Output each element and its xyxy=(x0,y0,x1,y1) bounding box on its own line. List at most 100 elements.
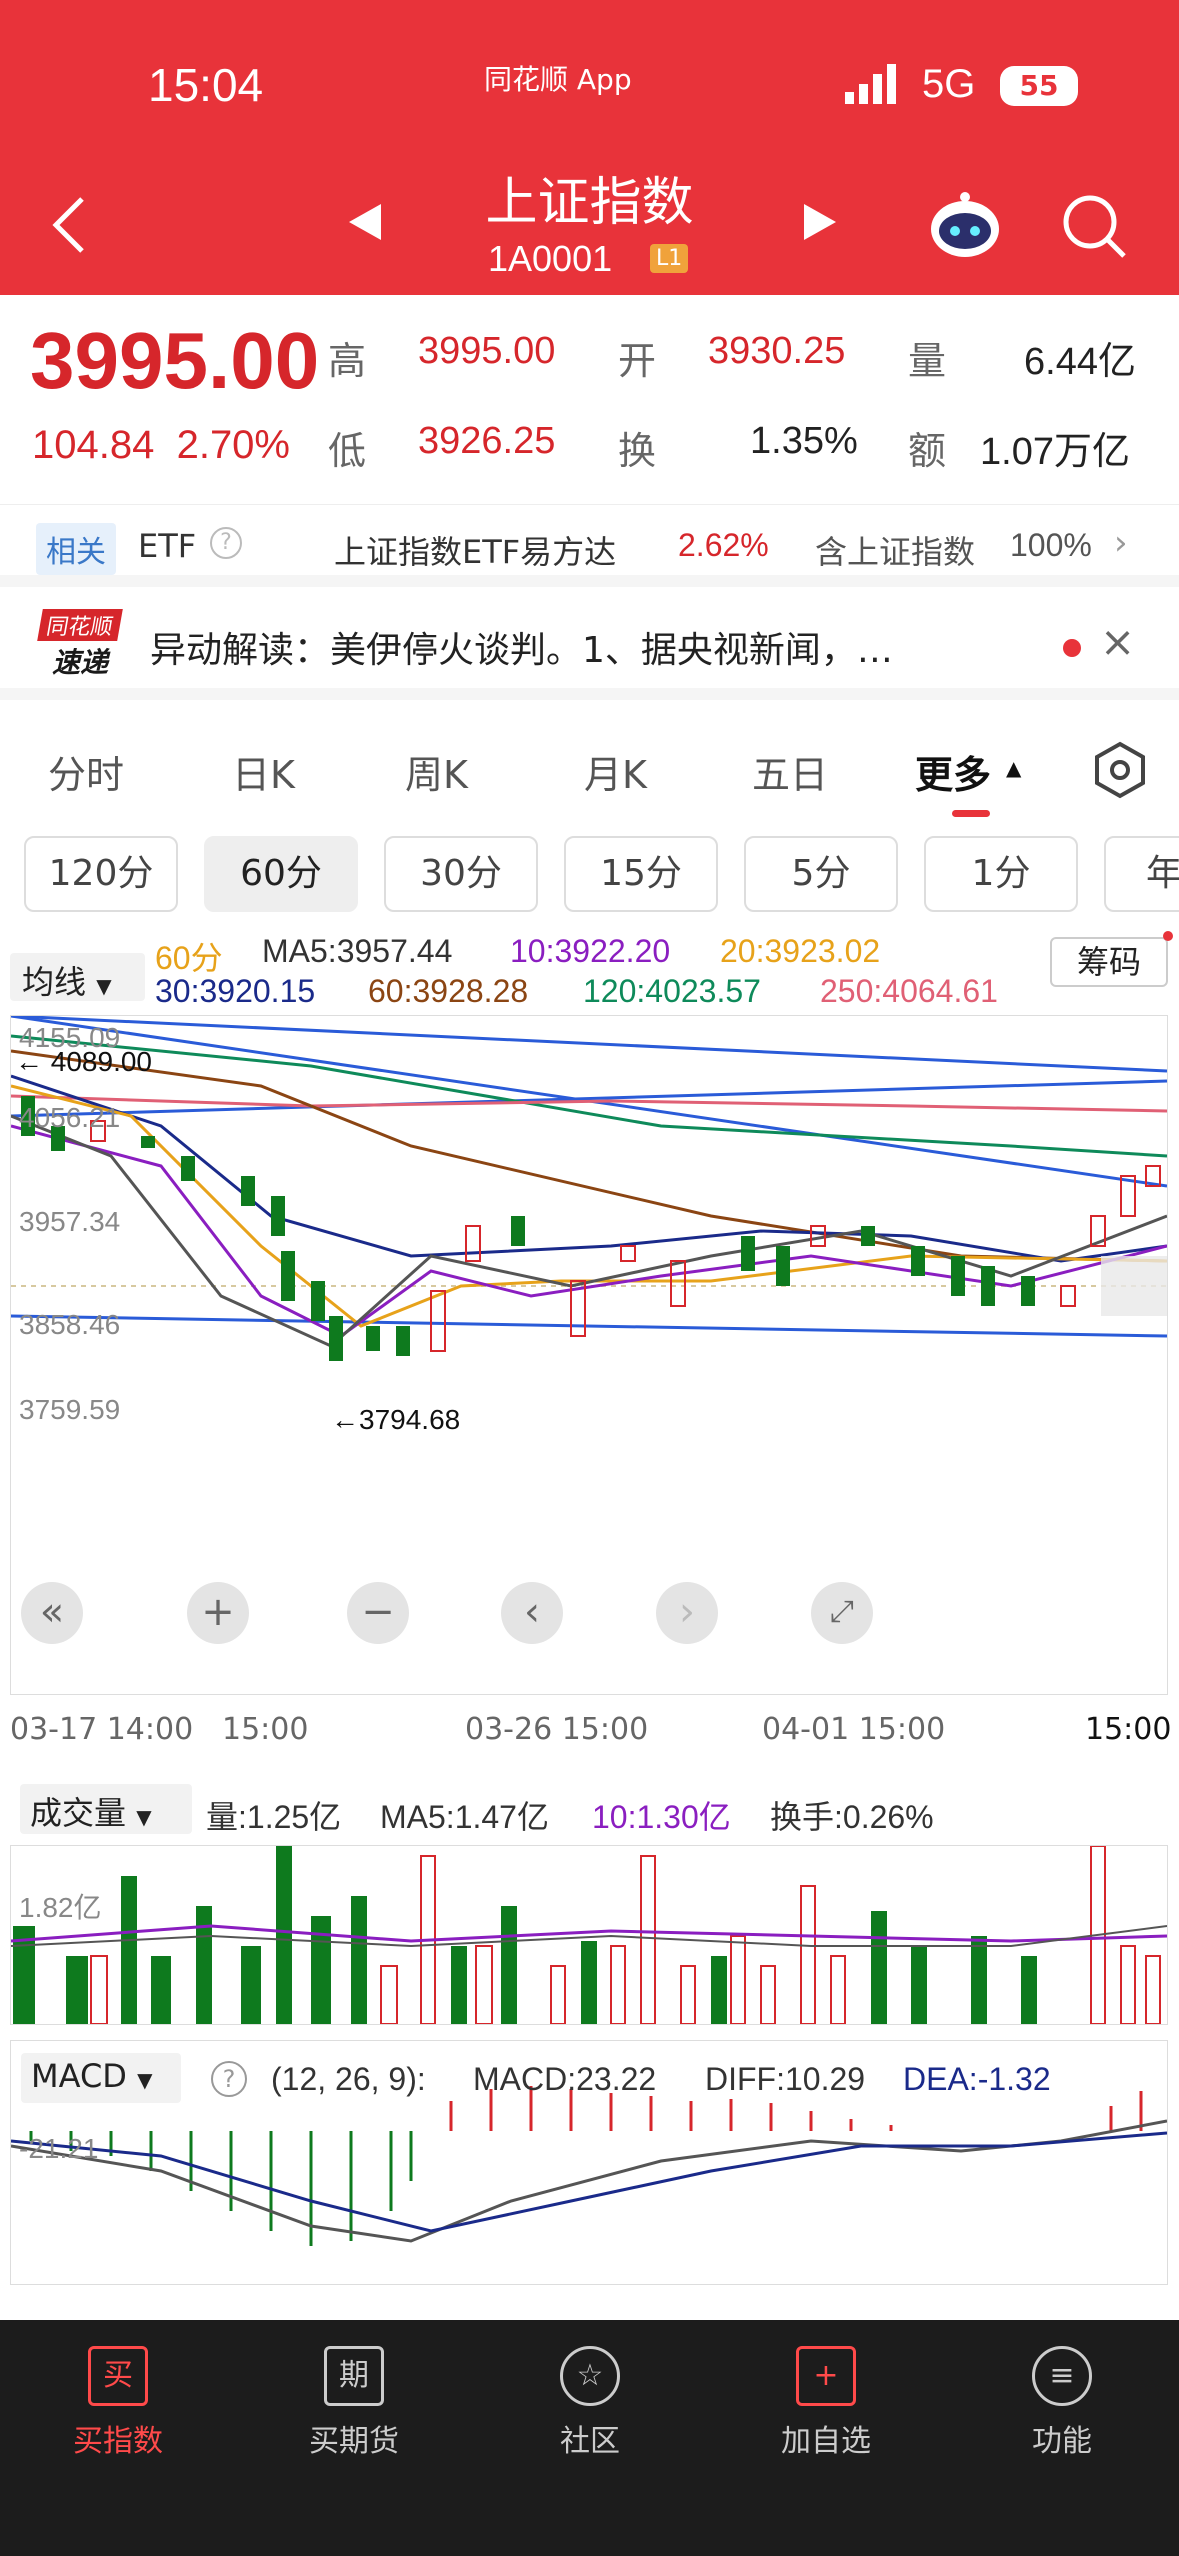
tab-intraday[interactable]: 分时 xyxy=(48,753,125,797)
tab-weekly-k[interactable]: 周K xyxy=(405,753,468,797)
volume-current: 量:1.25亿 xyxy=(206,1799,342,1835)
period-5m[interactable]: 5分 xyxy=(744,836,898,912)
news-text: 异动解读：美伊停火谈判。1、据央视新闻，… xyxy=(150,630,893,671)
macd-selector[interactable]: MACD ▼ xyxy=(21,2053,181,2103)
status-app-label: 同花顺 App xyxy=(484,63,632,96)
macd-chart[interactable]: MACD ▼ ? (12, 26, 9): MACD:23.22 DIFF:10… xyxy=(10,2040,1168,2285)
high-value: 3995.00 xyxy=(418,330,556,372)
low-value: 3926.25 xyxy=(418,420,556,462)
low-marker: ←3794.68 xyxy=(331,1404,461,1435)
chips-button[interactable]: 筹码 xyxy=(1050,937,1168,987)
ma20-value: 20:3923.02 xyxy=(720,933,881,969)
nav-functions[interactable]: ≡ 功能 xyxy=(944,2320,1179,2460)
page-title: 上证指数 xyxy=(485,173,694,233)
chevron-right-icon: › xyxy=(1114,523,1128,563)
high-marker: ← 4089.00 xyxy=(15,1046,152,1077)
ma-selector[interactable]: 均线 ▼ xyxy=(10,953,145,1001)
robot-assistant-icon[interactable] xyxy=(925,185,1005,265)
search-icon[interactable] xyxy=(1060,192,1130,262)
volume-selector[interactable]: 成交量 ▼ xyxy=(20,1784,192,1834)
period-60m[interactable]: 60分 xyxy=(204,836,358,912)
last-price: 3995.00 xyxy=(30,316,320,405)
low-label: 低 xyxy=(328,429,367,473)
active-tab-indicator xyxy=(952,810,990,817)
nav-add-watchlist-label: 加自选 xyxy=(781,2424,871,2459)
macd-value: MACD:23.22 xyxy=(473,2061,657,2097)
candles xyxy=(21,1096,1161,1361)
signal-icon xyxy=(845,64,896,104)
price-change: 104.84 2.70% xyxy=(32,423,290,468)
macd-help-icon[interactable]: ? xyxy=(211,2061,247,2097)
contains-label: 含上证指数 xyxy=(815,533,976,571)
caret-down-icon: ▼ xyxy=(96,974,112,998)
index-code: 1A0001 xyxy=(488,238,613,279)
volume-selector-label: 成交量 xyxy=(30,1794,127,1832)
period-30m[interactable]: 30分 xyxy=(384,836,538,912)
tab-five-day[interactable]: 五日 xyxy=(752,753,829,797)
caret-down-icon: ▼ xyxy=(137,2068,153,2092)
y-label-4: 3858.46 xyxy=(19,1309,121,1340)
macd-params: (12, 26, 9): xyxy=(271,2061,426,2097)
change-percent: 2.70% xyxy=(176,423,290,467)
nav-functions-label: 功能 xyxy=(1032,2424,1092,2459)
volume-chart[interactable]: 1.82亿 xyxy=(10,1845,1168,2025)
x-label-1: 03-17 14:00 xyxy=(10,1712,194,1747)
help-icon[interactable]: ? xyxy=(210,527,242,559)
chips-dot xyxy=(1163,931,1173,941)
period-15m[interactable]: 15分 xyxy=(564,836,718,912)
high-label: 高 xyxy=(328,339,367,383)
etf-row[interactable]: 相关 ETF ? 上证指数ETF易方达 2.62% 含上证指数 100% › xyxy=(0,505,1179,587)
tab-daily-k[interactable]: 日K xyxy=(232,753,295,797)
tab-more[interactable]: 更多 xyxy=(915,753,992,797)
nav-buy-index[interactable]: 买买指数 xyxy=(0,2320,236,2460)
open-value: 3930.25 xyxy=(708,330,846,372)
macd-y-label: -21.21 xyxy=(19,2133,99,2164)
volume-header: 成交量 ▼ 量:1.25亿 MA5:1.47亿 10:1.30亿 换手:0.26… xyxy=(0,1770,1179,1845)
nav-buy-futures[interactable]: 期买期货 xyxy=(236,2320,472,2460)
period-year[interactable]: 年 xyxy=(1104,836,1179,912)
battery-icon: 55 xyxy=(1000,66,1078,106)
kline-tabs: 分时 日K 周K 月K 五日 更多 ▲ xyxy=(0,712,1179,822)
nav-add-watchlist[interactable]: + 加自选 xyxy=(708,2320,944,2460)
next-index-icon[interactable] xyxy=(800,200,840,244)
back-icon[interactable] xyxy=(50,195,90,255)
ma120-value: 120:4023.57 xyxy=(583,973,761,1009)
turnover-value: 1.35% xyxy=(750,420,858,462)
buy-icon: 买 xyxy=(88,2346,148,2406)
tab-monthly-k[interactable]: 月K xyxy=(584,753,647,797)
ma60-value: 60:3928.28 xyxy=(368,973,529,1009)
amount-label: 额 xyxy=(908,429,947,473)
zoom-out-icon[interactable]: − xyxy=(347,1582,409,1644)
x-label-5: 15:00 xyxy=(1085,1712,1172,1747)
shrink-icon[interactable]: « xyxy=(21,1582,83,1644)
ma5-value: MA5:3957.44 xyxy=(262,933,453,969)
x-axis: 03-17 14:00 15:00 03-26 15:00 04-01 15:0… xyxy=(0,1700,1179,1760)
turnover-label: 换 xyxy=(618,429,657,473)
quote-panel: 3995.00 104.84 2.70% 高 3995.00 开 3930.25… xyxy=(0,295,1179,505)
prev-index-icon[interactable] xyxy=(345,200,385,244)
ma10-value: 10:3922.20 xyxy=(510,933,671,969)
news-logo: 同花顺 速递 xyxy=(37,609,123,681)
nav-buy-futures-label: 买期货 xyxy=(309,2424,399,2459)
change-value: 104.84 xyxy=(32,423,155,467)
settings-hex-icon[interactable] xyxy=(1090,740,1150,800)
news-ticker[interactable]: 同花顺 速递 异动解读：美伊停火谈判。1、据央视新闻，… × xyxy=(0,595,1179,700)
etf-percent: 2.62% xyxy=(678,527,769,563)
y-label-5: 3759.59 xyxy=(19,1394,121,1425)
status-time: 15:04 xyxy=(148,59,264,111)
add-watchlist-icon: + xyxy=(796,2346,856,2406)
zoom-in-icon[interactable]: + xyxy=(187,1582,249,1644)
period-120m[interactable]: 120分 xyxy=(24,836,178,912)
status-bar: 15:04 同花顺 App 5G 55 xyxy=(0,0,1179,140)
futures-icon: 期 xyxy=(324,2346,384,2406)
close-icon[interactable]: × xyxy=(1100,617,1136,666)
y-label-2: 4056.21 xyxy=(19,1102,121,1133)
nav-community[interactable]: ☆ 社区 xyxy=(472,2320,708,2460)
kline-chart[interactable]: 4155.09 4056.21 3957.34 3858.46 3759.59 … xyxy=(10,1014,1168,1695)
fullscreen-icon[interactable]: ⤢ xyxy=(811,1582,873,1644)
open-label: 开 xyxy=(618,339,657,383)
scroll-left-icon[interactable]: ‹ xyxy=(501,1582,563,1644)
level-badge: L1 xyxy=(650,244,689,273)
period-1m[interactable]: 1分 xyxy=(924,836,1078,912)
scroll-right-icon[interactable]: › xyxy=(656,1582,718,1644)
